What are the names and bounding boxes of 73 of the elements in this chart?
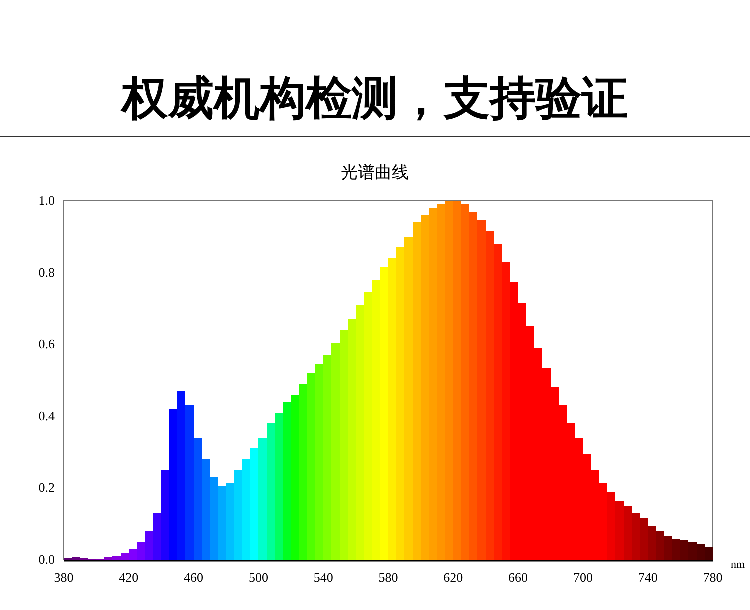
- bar: [274, 412, 284, 560]
- x-tick-label: 620: [444, 570, 464, 585]
- bar: [608, 492, 616, 560]
- bar: [169, 409, 178, 560]
- bar: [656, 531, 664, 560]
- x-tick-label: 780: [703, 570, 723, 585]
- x-tick-label: 540: [314, 570, 334, 585]
- bar: [250, 448, 259, 560]
- bar: [348, 319, 356, 560]
- bar: [502, 262, 510, 560]
- y-tick-label: 0.4: [38, 408, 56, 424]
- bar: [632, 513, 640, 560]
- bar: [266, 424, 275, 560]
- bar: [388, 258, 397, 560]
- x-tick-label: 380: [54, 570, 74, 585]
- x-tick-label: 420: [119, 570, 139, 585]
- bar: [72, 557, 80, 560]
- bar: [340, 330, 348, 560]
- x-tick-label: 700: [573, 570, 593, 585]
- bar: [332, 342, 340, 560]
- bar: [470, 212, 478, 560]
- bar: [258, 438, 267, 560]
- bar: [624, 506, 632, 560]
- y-tick-label: 0.6: [38, 336, 56, 352]
- bar: [291, 394, 300, 560]
- x-tick-label: 500: [248, 570, 268, 585]
- bar: [486, 232, 494, 560]
- bar: [453, 201, 462, 560]
- bar: [128, 549, 138, 560]
- bar: [210, 477, 218, 560]
- bar: [153, 513, 162, 560]
- bar: [234, 470, 242, 560]
- bar: [478, 220, 486, 560]
- x-tick-label: 740: [638, 570, 658, 585]
- y-tick-label: 1.0: [38, 193, 55, 208]
- bar: [112, 556, 121, 560]
- bar: [324, 355, 332, 560]
- bar: [242, 459, 251, 560]
- bar: [202, 459, 210, 560]
- bar: [494, 244, 502, 560]
- bar: [299, 384, 308, 560]
- y-tick-label: 0.8: [38, 264, 55, 280]
- bar: [120, 552, 129, 560]
- bar: [194, 438, 202, 560]
- bar: [380, 267, 388, 560]
- bar: [356, 305, 364, 560]
- bar: [404, 236, 413, 560]
- x-axis-title: nm: [730, 559, 746, 571]
- bar: [648, 526, 656, 560]
- bar: [161, 470, 170, 560]
- bar: [640, 518, 648, 560]
- x-tick-label: 660: [508, 570, 528, 585]
- bar: [396, 248, 405, 560]
- bar: [283, 402, 292, 560]
- bar: [104, 557, 113, 560]
- bar: [664, 536, 672, 560]
- bar: [412, 222, 421, 560]
- y-tick-label: 0.0: [38, 552, 55, 567]
- bar: [616, 500, 624, 560]
- y-tick-label: 0.2: [38, 480, 55, 496]
- chart-subtitle: 光谱曲线: [341, 163, 409, 183]
- x-tick-label: 460: [184, 570, 204, 585]
- chart-title: 权威机构检测，支持验证: [120, 71, 628, 125]
- bar: [315, 364, 324, 560]
- bar: [178, 391, 186, 560]
- bar: [307, 373, 316, 560]
- bar: [462, 204, 470, 560]
- bar: [137, 542, 146, 560]
- x-tick-label: 580: [378, 570, 398, 585]
- bar: [218, 486, 226, 560]
- bar: [226, 482, 234, 560]
- bar: [186, 406, 194, 560]
- bar: [145, 531, 154, 560]
